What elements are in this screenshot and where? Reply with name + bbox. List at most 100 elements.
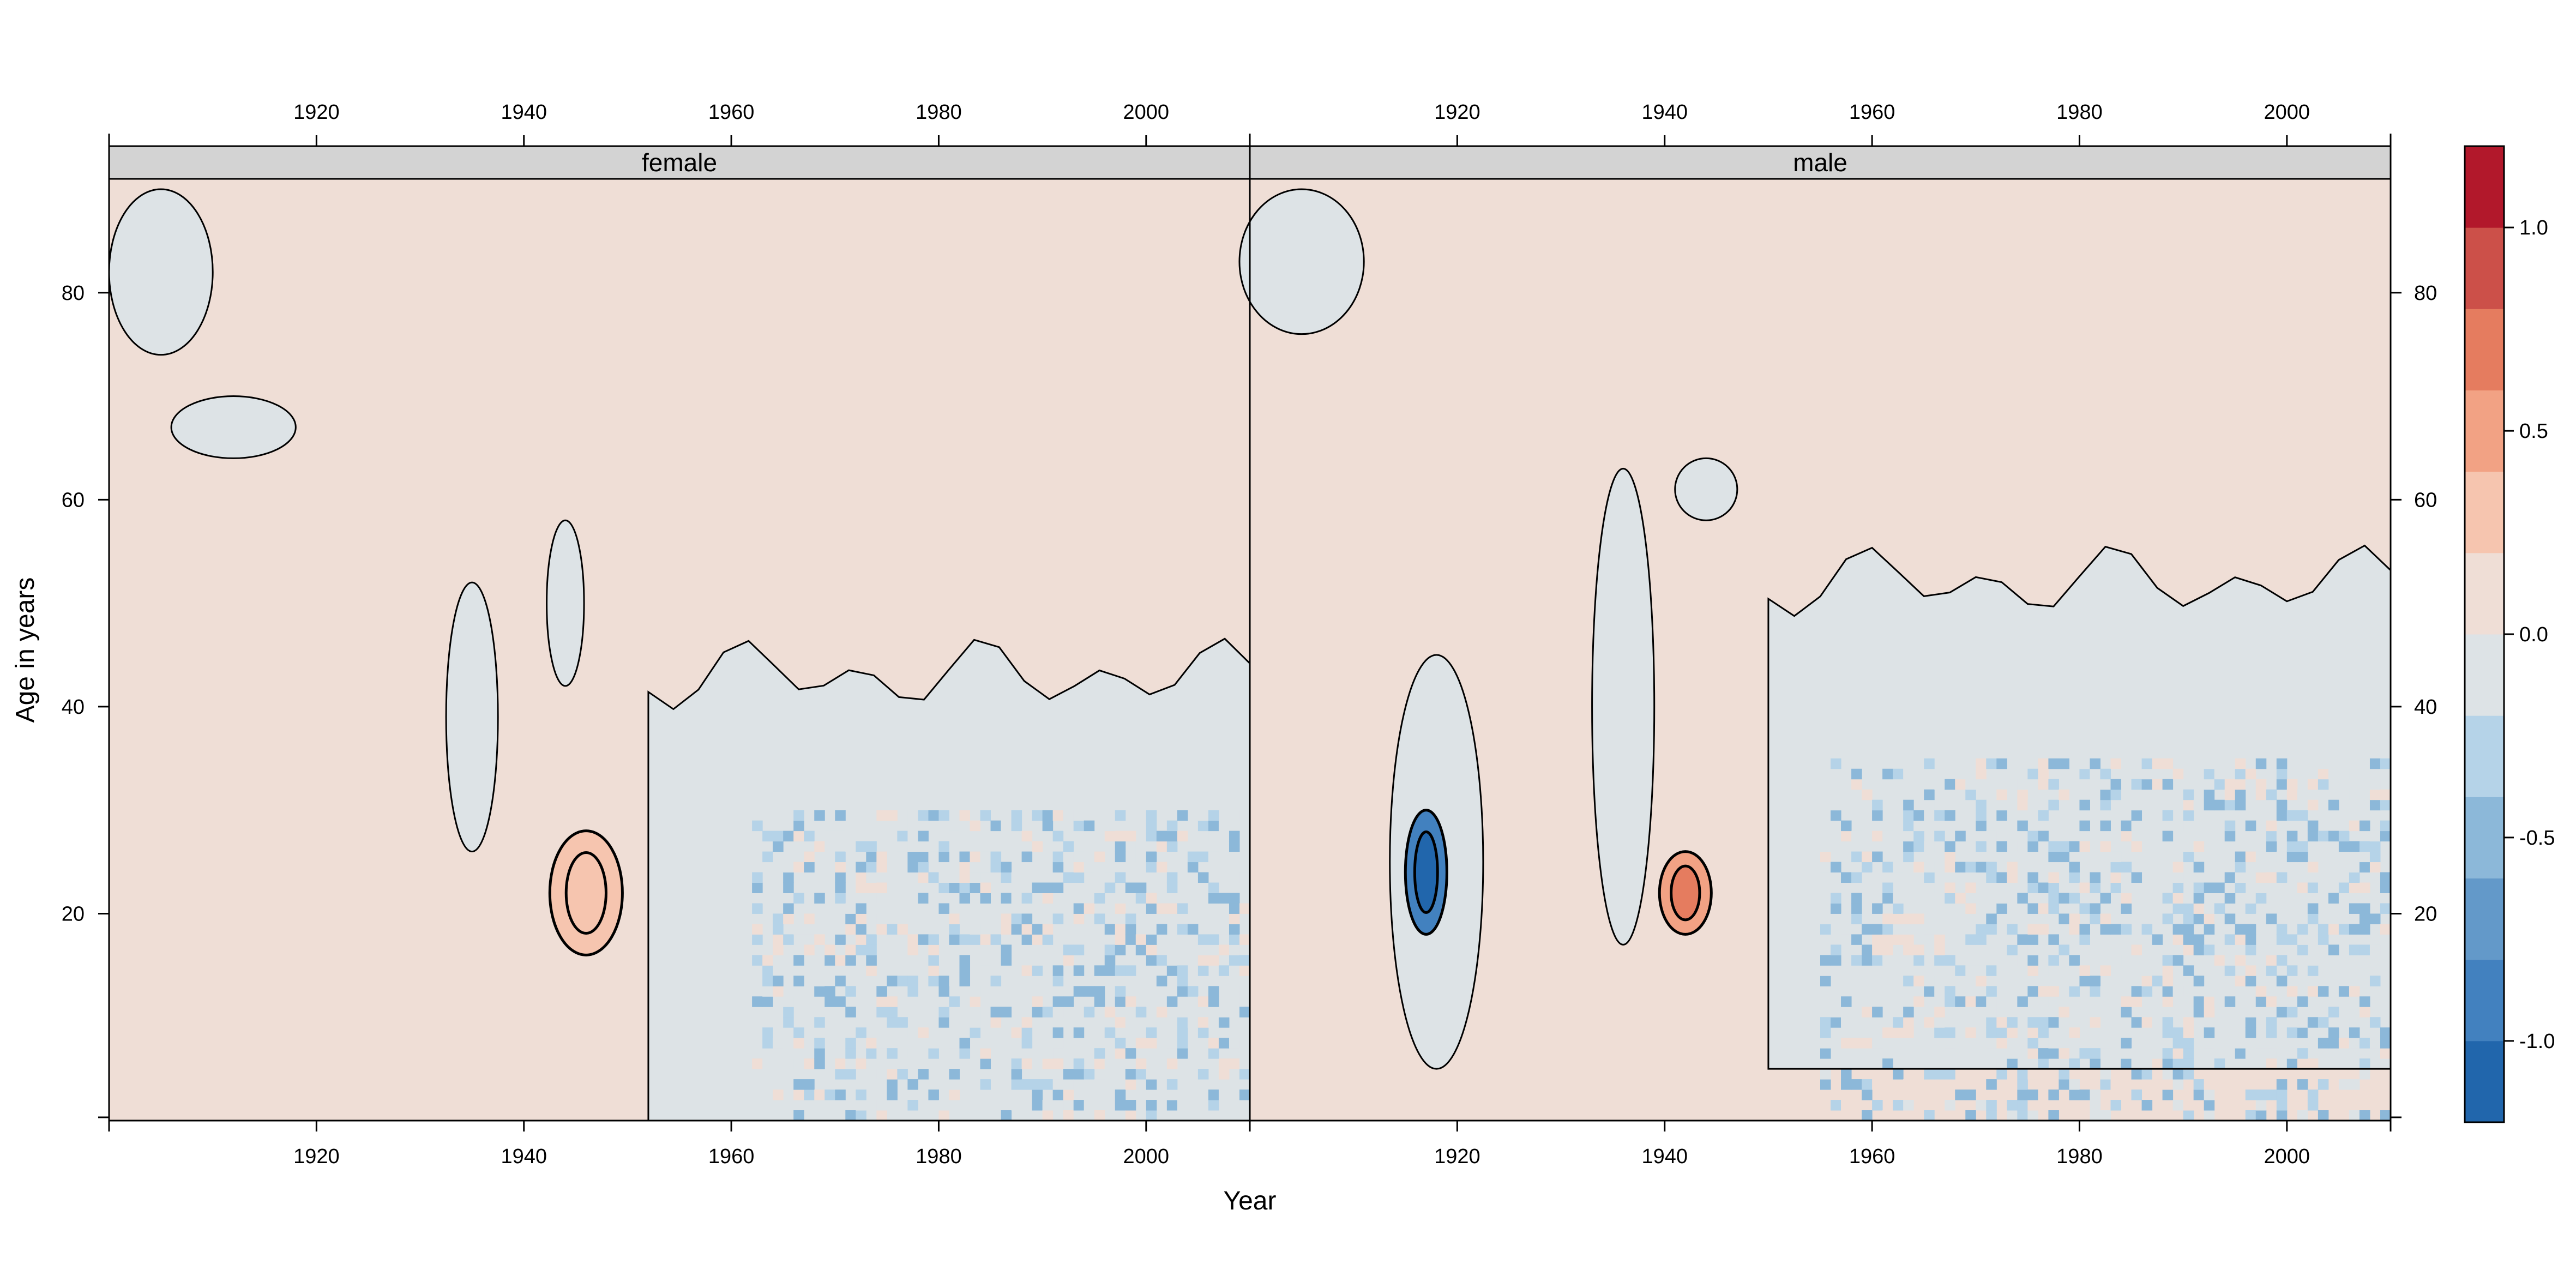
- heatmap-cell: [1862, 1090, 1873, 1100]
- heatmap-cell: [970, 820, 981, 832]
- heatmap-cell: [773, 1069, 784, 1080]
- color-key-swatch: [2465, 390, 2504, 472]
- heatmap-cell: [2307, 903, 2319, 914]
- heatmap-cell: [1125, 913, 1136, 924]
- heatmap-cell: [1955, 976, 1966, 986]
- heatmap-cell: [1218, 944, 1230, 955]
- heatmap-cell: [1903, 1100, 1914, 1111]
- heatmap-cell: [1166, 1079, 1178, 1090]
- heatmap-cell: [2172, 1048, 2184, 1059]
- heatmap-cell: [2255, 1110, 2267, 1121]
- heatmap-cell: [1862, 955, 1873, 966]
- heatmap-cell: [2131, 841, 2142, 852]
- heatmap-cell: [1146, 955, 1157, 966]
- heatmap-cell: [1986, 1038, 1997, 1049]
- heatmap-cell: [1032, 882, 1043, 893]
- heatmap-cell: [2027, 830, 2038, 842]
- heatmap-cell: [1872, 903, 1883, 914]
- heatmap-cell: [1996, 893, 2007, 904]
- heatmap-cell: [2048, 1048, 2059, 1059]
- heatmap-cell: [959, 872, 971, 883]
- heatmap-cell: [1862, 862, 1873, 873]
- heatmap-cell: [2141, 955, 2153, 966]
- heatmap-cell: [1218, 965, 1230, 976]
- heatmap-cell: [752, 820, 763, 832]
- heatmap-cell: [2224, 779, 2236, 790]
- heatmap-cell: [2007, 934, 2018, 945]
- heatmap-cell: [2204, 758, 2215, 769]
- heatmap-cell: [2245, 1007, 2256, 1018]
- heatmap-cell: [2121, 1038, 2132, 1049]
- heatmap-cell: [1094, 893, 1105, 904]
- heatmap-cell: [1239, 1017, 1250, 1028]
- heatmap-cell: [907, 862, 918, 873]
- color-key-label: 0.0: [2519, 623, 2548, 646]
- heatmap-cell: [1882, 882, 1893, 893]
- heatmap-cell: [2007, 944, 2018, 955]
- heatmap-cell: [2141, 779, 2153, 790]
- heatmap-cell: [1125, 1079, 1136, 1090]
- heatmap-cell: [1239, 903, 1250, 914]
- heatmap-cell: [1882, 1110, 1893, 1121]
- heatmap-cell: [2214, 996, 2225, 1007]
- heatmap-cell: [2059, 1048, 2069, 1059]
- heatmap-cell: [1851, 934, 1862, 945]
- heatmap-cell: [1042, 1007, 1054, 1018]
- heatmap-cell: [2255, 986, 2267, 997]
- heatmap-cell: [2090, 1110, 2100, 1121]
- heatmap-cell: [793, 1090, 804, 1100]
- heatmap-cell: [1820, 955, 1831, 966]
- heatmap-cell: [2038, 1058, 2049, 1069]
- heatmap-cell: [959, 913, 971, 924]
- heatmap-cell: [2235, 779, 2246, 790]
- heatmap-cell: [1872, 1100, 1883, 1111]
- heatmap-cell: [897, 924, 908, 935]
- heatmap-cell: [2059, 841, 2069, 852]
- heatmap-cell: [814, 1017, 825, 1028]
- x-tick-label-top: 1960: [1849, 101, 1895, 124]
- heatmap-cell: [1094, 1058, 1105, 1069]
- heatmap-cell: [2359, 903, 2370, 914]
- heatmap-cell: [1872, 1007, 1883, 1018]
- heatmap-cell: [1913, 820, 1924, 832]
- heatmap-cell: [1042, 810, 1054, 821]
- heatmap-cell: [1996, 965, 2007, 976]
- heatmap-cell: [1218, 1090, 1230, 1100]
- heatmap-cell: [2276, 1079, 2288, 1090]
- contour-line: [1674, 457, 1738, 521]
- heatmap-cell: [928, 976, 939, 986]
- heatmap-cell: [2328, 1027, 2339, 1038]
- heatmap-cell: [1187, 1058, 1199, 1069]
- heatmap-cell: [2255, 913, 2267, 924]
- heatmap-cell: [1903, 1007, 1914, 1018]
- heatmap-cell: [866, 965, 877, 976]
- heatmap-cell: [2141, 976, 2153, 986]
- heatmap-cell: [793, 810, 804, 821]
- heatmap-cell: [2359, 1038, 2370, 1049]
- heatmap-cell: [2121, 903, 2132, 914]
- heatmap-cell: [949, 996, 960, 1007]
- heatmap-cell: [2235, 1017, 2246, 1028]
- heatmap-cell: [1032, 955, 1043, 966]
- x-tick-label-top: 1940: [501, 101, 547, 124]
- heatmap-cell: [1872, 872, 1883, 883]
- y-tick-label-left: 60: [62, 489, 85, 511]
- heatmap-cell: [980, 851, 991, 863]
- heatmap-cell: [2193, 944, 2205, 955]
- heatmap-cell: [752, 924, 763, 935]
- heatmap-cell: [2349, 862, 2360, 873]
- heatmap-cell: [804, 1058, 815, 1069]
- heatmap-cell: [2349, 872, 2360, 883]
- heatmap-cell: [845, 1058, 856, 1069]
- heatmap-cell: [1146, 862, 1157, 873]
- heatmap-cell: [2338, 903, 2350, 914]
- heatmap-cell: [773, 1110, 784, 1121]
- heatmap-cell: [2318, 986, 2329, 997]
- heatmap-cell: [887, 872, 898, 883]
- heatmap-cell: [2079, 903, 2090, 914]
- heatmap-cell: [2017, 799, 2028, 811]
- heatmap-cell: [1001, 955, 1012, 966]
- heatmap-cell: [1218, 1069, 1230, 1080]
- y-tick-label-left: 40: [62, 696, 85, 719]
